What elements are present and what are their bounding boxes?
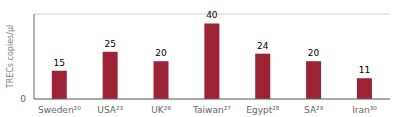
- svg-text:0: 0: [20, 94, 26, 104]
- svg-text:USA²³: USA²³: [97, 105, 123, 115]
- svg-text:20: 20: [155, 48, 167, 58]
- svg-text:20: 20: [308, 48, 320, 58]
- svg-text:UK²⁶: UK²⁶: [151, 105, 171, 115]
- svg-text:11: 11: [359, 65, 370, 75]
- svg-text:40: 40: [206, 10, 218, 20]
- svg-text:TRECs copies/μl: TRECs copies/μl: [8, 25, 15, 90]
- svg-text:15: 15: [54, 58, 65, 68]
- svg-text:25: 25: [104, 39, 115, 49]
- svg-text:Taiwan²⁷: Taiwan²⁷: [192, 105, 231, 115]
- svg-text:Sweden²⁰: Sweden²⁰: [38, 105, 81, 115]
- svg-text:Iran³⁰: Iran³⁰: [352, 105, 377, 115]
- svg-text:24: 24: [257, 41, 269, 51]
- svg-text:Egypt²⁸: Egypt²⁸: [246, 105, 280, 115]
- svg-text:SA²⁹: SA²⁹: [304, 105, 324, 115]
